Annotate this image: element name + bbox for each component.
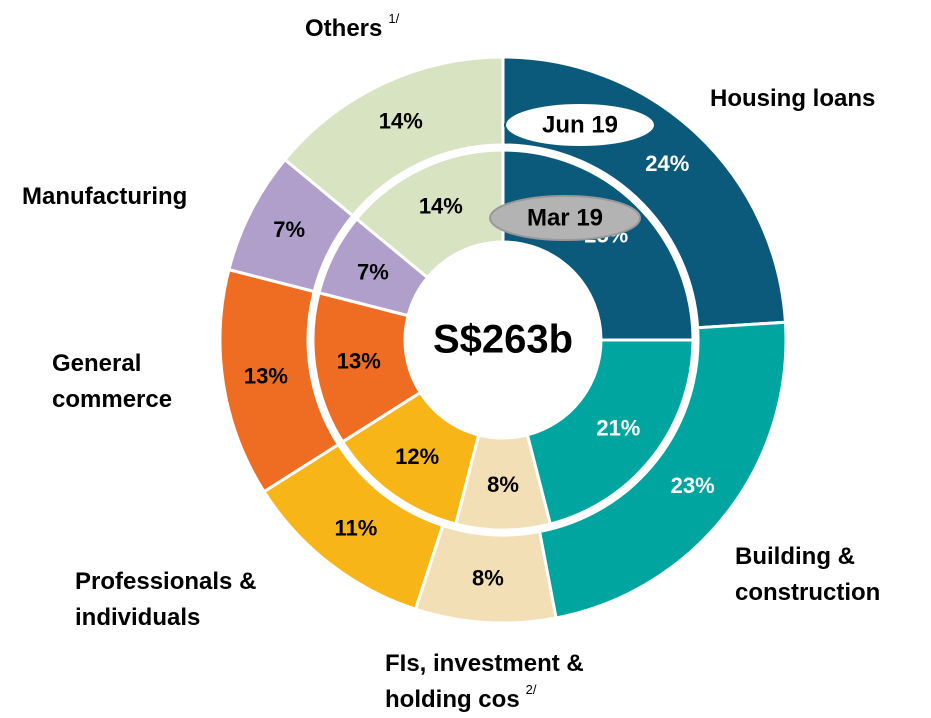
category-label: General <box>52 350 141 377</box>
value-label: 14% <box>419 194 463 219</box>
series-name: Mar 19 <box>527 204 603 231</box>
footnote-mark: 2/ <box>526 682 537 697</box>
center-label: S$263b <box>433 318 573 362</box>
value-label: 8% <box>472 565 504 590</box>
category-label: construction <box>735 579 880 606</box>
category-label: Building & <box>735 543 855 570</box>
value-label: 24% <box>645 151 689 176</box>
footnote-mark: 1/ <box>388 11 399 26</box>
category-label: Manufacturing <box>22 183 187 210</box>
category-label: Others 1/ <box>305 11 400 42</box>
category-label: holding cos 2/ <box>385 682 537 713</box>
category-label-line: Building & <box>735 543 855 570</box>
category-label-line: General <box>52 350 141 377</box>
category-label-line: Housing loans <box>710 85 875 112</box>
value-label: 13% <box>337 349 381 374</box>
category-label-line: Others <box>305 15 382 42</box>
donut-segment <box>354 148 505 280</box>
category-label-line: commerce <box>52 386 172 413</box>
value-label: 12% <box>395 444 439 469</box>
donut-segment <box>282 55 505 218</box>
category-label: Housing loans <box>710 85 875 112</box>
category-label: Professionals & <box>75 568 256 595</box>
category-label: individuals <box>75 604 200 631</box>
category-label-line: holding cos <box>385 686 520 713</box>
category-label-line: FIs, investment & <box>385 650 584 677</box>
category-label-line: individuals <box>75 604 200 631</box>
donut-segment <box>525 338 695 526</box>
value-label: 23% <box>671 473 715 498</box>
series-pill <box>489 195 641 241</box>
value-label: 7% <box>357 260 389 285</box>
value-label: 13% <box>244 363 288 388</box>
value-label: 11% <box>334 515 377 540</box>
series-name: Jun 19 <box>542 111 618 138</box>
value-label: 7% <box>273 217 305 242</box>
category-label-line: Manufacturing <box>22 183 187 210</box>
value-label: 14% <box>379 109 423 134</box>
category-label-line: Professionals & <box>75 568 256 595</box>
category-label: commerce <box>52 386 172 413</box>
category-label-line: construction <box>735 579 880 606</box>
value-label: 21% <box>596 415 640 440</box>
donut-segment <box>537 320 788 620</box>
category-label: FIs, investment & <box>385 650 584 677</box>
value-label: 8% <box>487 472 519 497</box>
series-pill <box>504 102 656 148</box>
